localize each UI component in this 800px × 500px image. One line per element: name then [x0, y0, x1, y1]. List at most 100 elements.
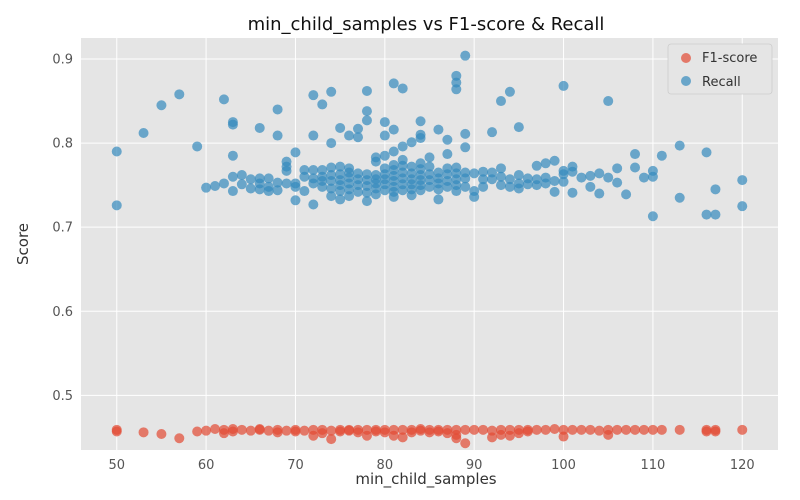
series-layer — [111, 50, 748, 449]
data-point-recall — [567, 187, 578, 198]
data-point-recall — [236, 170, 247, 181]
data-point-recall — [531, 160, 542, 171]
data-point-recall — [201, 182, 212, 193]
data-point-recall — [451, 186, 462, 197]
data-point-recall — [647, 171, 658, 182]
data-point-recall — [487, 174, 498, 185]
data-point-recall — [308, 178, 319, 189]
data-point-recall — [335, 194, 346, 205]
data-point-recall — [370, 156, 381, 167]
data-point-recall — [138, 128, 149, 139]
data-point-recall — [737, 175, 748, 186]
data-point-f1-score — [379, 424, 390, 435]
data-point-recall — [353, 123, 364, 134]
data-point-recall — [317, 99, 328, 110]
data-point-f1-score — [495, 424, 506, 435]
data-point-recall — [308, 165, 319, 176]
data-point-recall — [388, 78, 399, 89]
data-point-recall — [388, 146, 399, 157]
data-point-recall — [513, 170, 524, 181]
legend: F1-score Recall — [667, 43, 773, 95]
data-point-recall — [111, 146, 122, 157]
y-tick-label: 0.7 — [52, 221, 73, 236]
data-point-recall — [451, 84, 462, 95]
data-point-recall — [656, 150, 667, 161]
data-point-recall — [737, 201, 748, 212]
data-point-recall — [442, 134, 453, 145]
data-point-f1-score — [406, 427, 417, 438]
data-point-recall — [245, 174, 256, 185]
data-point-recall — [379, 117, 390, 128]
data-point-f1-score — [549, 423, 560, 434]
data-point-recall — [272, 177, 283, 188]
data-point-recall — [594, 188, 605, 199]
data-point-recall — [495, 96, 506, 107]
data-point-f1-score — [254, 423, 265, 434]
data-point-f1-score — [656, 424, 667, 435]
data-point-f1-score — [513, 424, 524, 435]
data-point-f1-score — [638, 424, 649, 435]
data-point-recall — [603, 96, 614, 107]
data-point-recall — [227, 150, 238, 161]
data-point-recall — [603, 172, 614, 183]
data-point-recall — [630, 149, 641, 160]
data-point-recall — [433, 124, 444, 135]
data-point-recall — [308, 130, 319, 141]
data-point-f1-score — [594, 425, 605, 436]
data-point-recall — [353, 186, 364, 197]
data-point-f1-score — [585, 424, 596, 435]
data-point-f1-score — [290, 426, 301, 437]
data-point-recall — [415, 116, 426, 127]
data-point-recall — [674, 140, 685, 151]
data-point-f1-score — [218, 424, 229, 435]
tick-labels: 50 60 70 80 90 100 110 120 0.5 0.6 0.7 0.8 0.9 — [52, 53, 754, 473]
series-f1-score — [111, 423, 748, 449]
data-point-recall — [272, 104, 283, 115]
data-point-f1-score — [433, 426, 444, 437]
x-tick-label: 50 — [108, 458, 125, 473]
data-point-f1-score — [156, 429, 167, 440]
data-point-recall — [513, 183, 524, 194]
data-point-f1-score — [701, 426, 712, 437]
data-point-recall — [495, 171, 506, 182]
data-point-recall — [406, 137, 417, 148]
data-point-recall — [460, 142, 471, 153]
data-point-recall — [478, 174, 489, 185]
data-point-f1-score — [388, 424, 399, 435]
data-point-recall — [540, 158, 551, 169]
plot-background — [81, 38, 778, 450]
data-point-recall — [236, 179, 247, 190]
data-point-f1-score — [558, 424, 569, 435]
data-point-recall — [460, 128, 471, 139]
data-point-f1-score — [612, 424, 623, 435]
data-point-f1-score — [451, 424, 462, 435]
data-point-recall — [335, 186, 346, 197]
data-point-recall — [522, 179, 533, 190]
data-point-f1-score — [210, 423, 221, 434]
data-point-f1-score — [236, 424, 247, 435]
data-point-recall — [326, 162, 337, 173]
data-point-f1-score — [370, 424, 381, 435]
data-point-f1-score — [737, 424, 748, 435]
data-point-recall — [111, 200, 122, 211]
data-point-recall — [290, 147, 301, 158]
data-point-f1-score — [487, 425, 498, 436]
data-point-recall — [281, 165, 292, 176]
data-point-f1-score — [710, 426, 721, 437]
data-point-recall — [504, 174, 515, 185]
x-tick-label: 100 — [551, 458, 576, 473]
data-point-recall — [290, 195, 301, 206]
x-tick-label: 70 — [287, 458, 304, 473]
data-point-recall — [388, 191, 399, 202]
data-point-f1-score — [415, 423, 426, 434]
data-point-recall — [379, 185, 390, 196]
data-point-recall — [504, 181, 515, 192]
data-point-f1-score — [531, 424, 542, 435]
data-point-recall — [621, 189, 632, 200]
data-point-recall — [299, 171, 310, 182]
x-tick-label: 80 — [377, 458, 394, 473]
data-point-recall — [549, 155, 560, 166]
data-point-recall — [397, 141, 408, 152]
data-point-f1-score — [647, 424, 658, 435]
data-point-recall — [361, 85, 372, 96]
